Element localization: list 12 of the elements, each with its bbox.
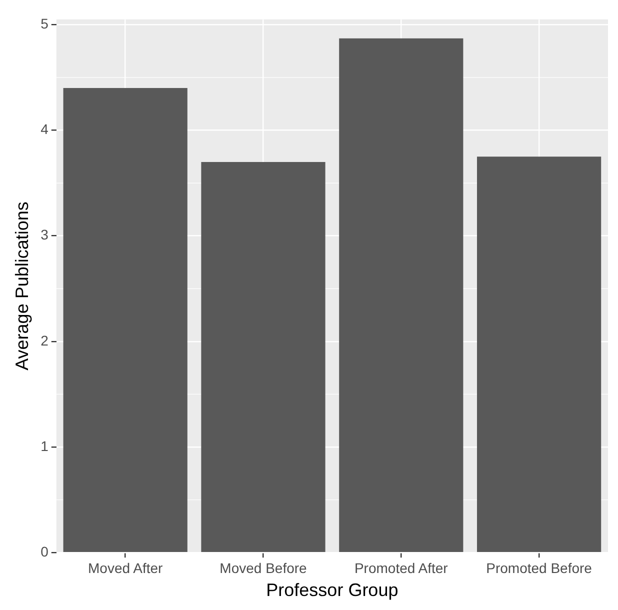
y-tick-label: 4	[40, 121, 49, 138]
y-tick-label: 2	[40, 332, 49, 348]
y-tick-label: 1	[40, 438, 49, 454]
x-tick-label: Promoted Before	[486, 560, 592, 576]
x-axis-title: Professor Group	[266, 580, 398, 600]
x-tick-label: Promoted After	[354, 560, 448, 576]
x-tick-label: Moved Before	[220, 560, 308, 576]
x-tick-label: Moved After	[88, 560, 164, 576]
y-tick-label: 0	[40, 543, 49, 560]
y-tick-label: 5	[40, 16, 49, 32]
y-axis-title: Average Publications	[12, 202, 32, 370]
y-tick-label: 3	[40, 226, 49, 243]
